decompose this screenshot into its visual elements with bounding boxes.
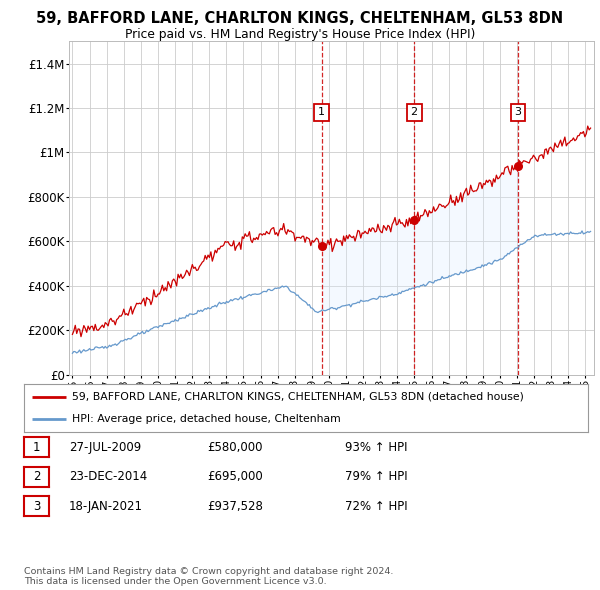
Text: 79% ↑ HPI: 79% ↑ HPI — [345, 470, 407, 483]
Text: Price paid vs. HM Land Registry's House Price Index (HPI): Price paid vs. HM Land Registry's House … — [125, 28, 475, 41]
Text: £937,528: £937,528 — [207, 500, 263, 513]
Text: 93% ↑ HPI: 93% ↑ HPI — [345, 441, 407, 454]
Text: 59, BAFFORD LANE, CHARLTON KINGS, CHELTENHAM, GL53 8DN (detached house): 59, BAFFORD LANE, CHARLTON KINGS, CHELTE… — [72, 392, 524, 402]
Text: 23-DEC-2014: 23-DEC-2014 — [69, 470, 147, 483]
Text: 3: 3 — [514, 107, 521, 117]
Text: HPI: Average price, detached house, Cheltenham: HPI: Average price, detached house, Chel… — [72, 414, 341, 424]
Text: 27-JUL-2009: 27-JUL-2009 — [69, 441, 141, 454]
Text: 3: 3 — [33, 500, 40, 513]
Text: 2: 2 — [33, 470, 40, 483]
Text: £695,000: £695,000 — [207, 470, 263, 483]
Text: 2: 2 — [410, 107, 418, 117]
Text: 1: 1 — [318, 107, 325, 117]
Text: 72% ↑ HPI: 72% ↑ HPI — [345, 500, 407, 513]
Text: Contains HM Land Registry data © Crown copyright and database right 2024.
This d: Contains HM Land Registry data © Crown c… — [24, 567, 394, 586]
Text: 18-JAN-2021: 18-JAN-2021 — [69, 500, 143, 513]
Text: 59, BAFFORD LANE, CHARLTON KINGS, CHELTENHAM, GL53 8DN: 59, BAFFORD LANE, CHARLTON KINGS, CHELTE… — [37, 11, 563, 25]
Text: 1: 1 — [33, 441, 40, 454]
Text: £580,000: £580,000 — [207, 441, 263, 454]
